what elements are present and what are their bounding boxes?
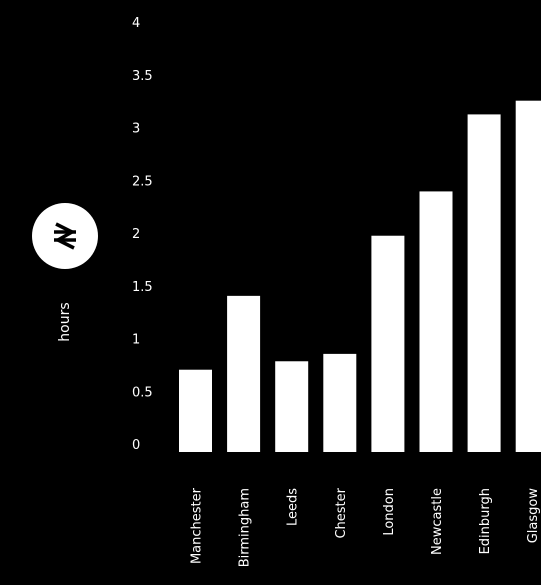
y-tick-label: 3 [132,122,140,137]
bar-manchester [179,369,212,452]
y-axis-ticks: 0 0.5 1 1.5 2 2.5 3 3.5 4 [132,16,153,453]
y-tick-label: 0.5 [132,385,153,400]
bar-glasgow [515,100,541,452]
y-tick-label: 1.5 [132,280,153,295]
bar-leeds [275,361,309,452]
x-tick-label: Glasgow [526,488,541,544]
bar-chester [323,353,357,452]
x-axis-labels: Manchester Birmingham Leeds Chester London Ne… [190,487,541,567]
x-tick-label: Manchester [190,487,205,564]
bar-london [371,235,405,452]
bar-newcastle [419,191,453,453]
y-tick-label: 2 [132,227,140,242]
national-rail-logo [32,203,98,269]
x-tick-label: Newcastle [430,488,445,555]
bar-birmingham [227,295,261,452]
bar-edinburgh [467,114,501,453]
y-tick-label: 0 [132,438,140,453]
y-tick-label: 2.5 [132,174,153,189]
x-tick-label: London [382,488,397,536]
y-tick-label: 4 [132,16,140,31]
bars [179,100,541,453]
national-rail-icon [54,222,76,250]
x-tick-label: Edinburgh [478,488,493,554]
x-tick-label: Leeds [286,488,301,526]
x-tick-label: Birmingham [238,488,253,567]
x-tick-label: Chester [334,487,349,538]
y-tick-label: 3.5 [132,69,153,84]
y-tick-label: 1 [132,333,140,348]
y-axis-label: hours [57,302,73,341]
